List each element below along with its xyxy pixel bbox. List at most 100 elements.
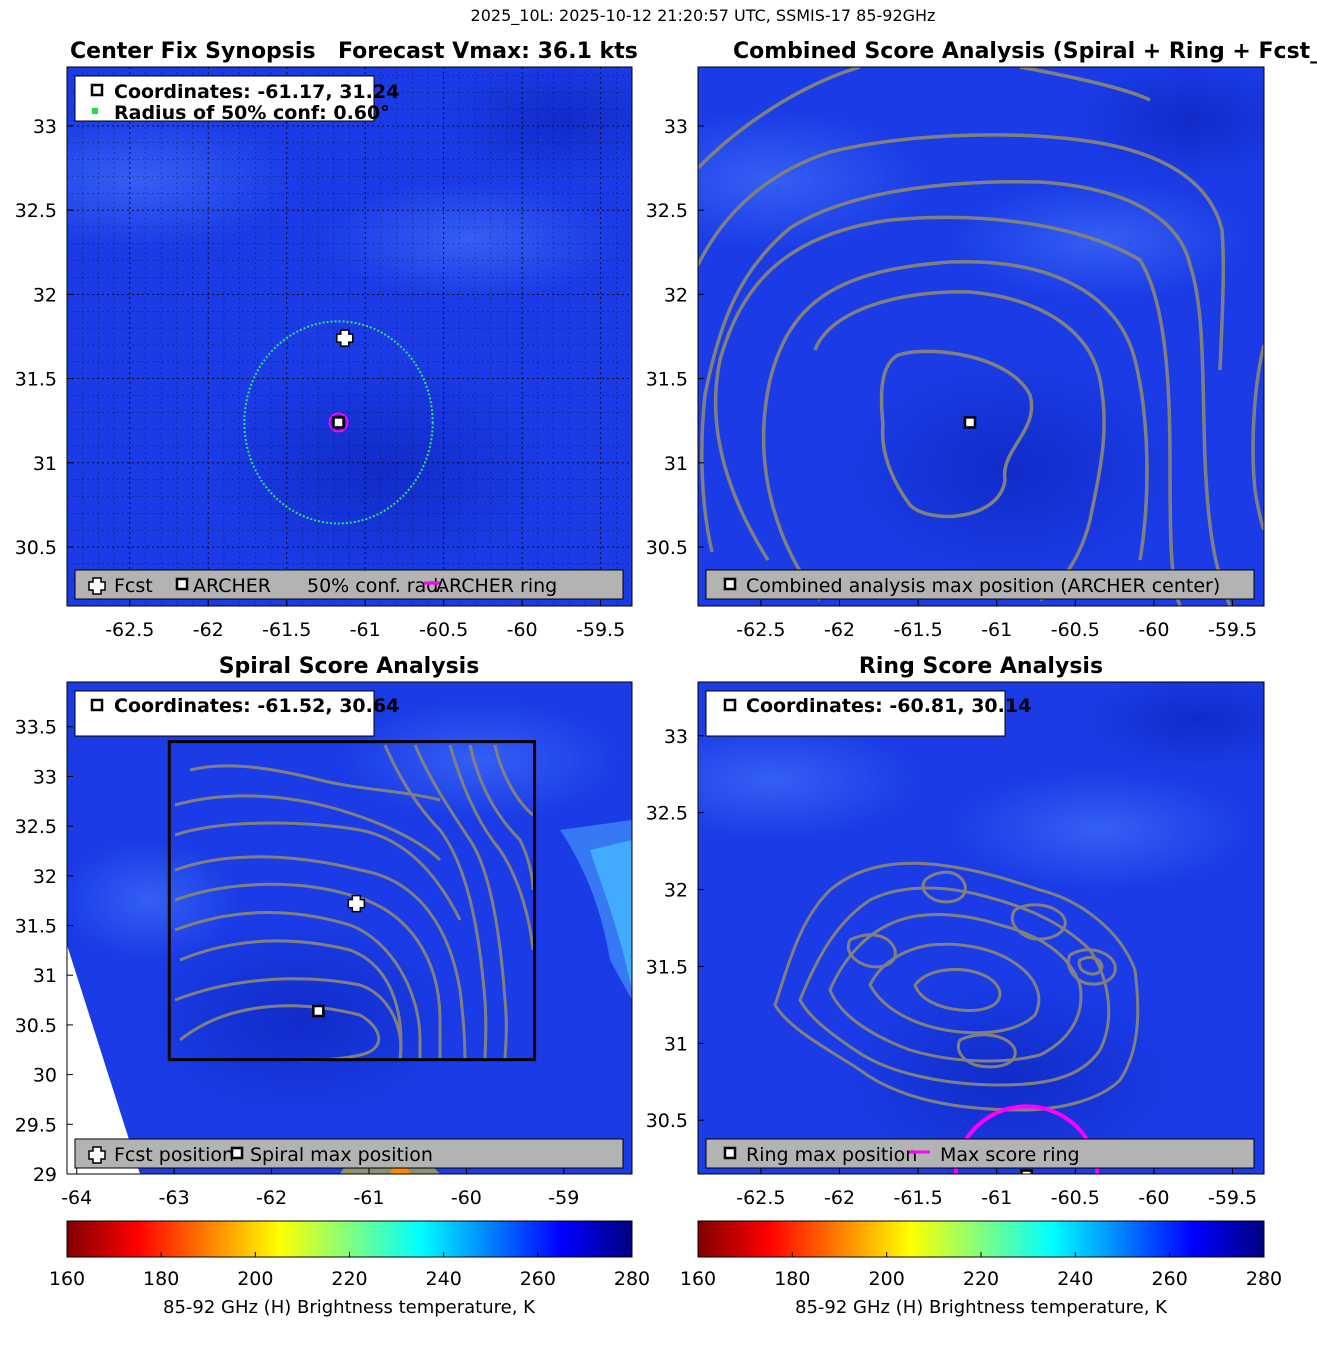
colorbar-left: 160 180 200 220 240 260 280 85-92 GHz (H) Brig…: [49, 1220, 650, 1318]
colorbar-tick-label: 180: [143, 1268, 179, 1290]
panel-0-legend: [74, 569, 624, 600]
panel-0-axes-box: [66, 66, 633, 607]
y-tick-label: 32.5: [646, 803, 688, 825]
y-tick-label: 33.5: [15, 717, 57, 739]
ring-max-info-icon: [723, 698, 737, 712]
no-data-region: [67, 945, 140, 1174]
colorbar-right-ticks: 160 180 200 220 240 260 280: [680, 1252, 1282, 1290]
green-square-icon: [92, 108, 98, 114]
y-tick-label: 31.5: [646, 956, 688, 978]
panel-2-marks: [167, 740, 537, 1062]
panel-spiral-score: Spiral Score Analysis Coordinates: -61.5…: [66, 654, 633, 1175]
x-tick-label: -62.5: [736, 619, 785, 641]
y-tick-label: 31: [664, 1033, 688, 1055]
y-tick-label: 32: [33, 284, 57, 306]
y-tick-label: 33: [664, 726, 688, 748]
panel-1-title: Combined Score Analysis (Spiral + Ring +…: [733, 39, 1317, 64]
archer-center-point: [332, 416, 345, 429]
x-tick-label: -59: [548, 1187, 579, 1209]
ring-max-point: [1020, 1169, 1033, 1174]
y-tick-label: 32.5: [15, 816, 57, 838]
x-tick-label: -63: [159, 1187, 190, 1209]
x-tick-label: -62: [824, 1187, 855, 1209]
colorbar-tick-label: 160: [49, 1268, 85, 1290]
panel-3-title: Ring Score Analysis: [859, 654, 1103, 679]
colorbar-left-label: 85-92 GHz (H) Brightness temperature, K: [163, 1297, 536, 1318]
panel-center-fix-synopsis: Center Fix Synopsis Forecast Vmax: 36.1 …: [66, 39, 638, 607]
x-tick-label: -61: [350, 619, 381, 641]
panel-2-axes-box: [66, 681, 633, 1175]
x-tick-label: -62: [193, 619, 224, 641]
panel-1-axes-box: [697, 66, 1265, 607]
x-tick-label: -61: [353, 1187, 384, 1209]
x-tick-label: -60: [1138, 1187, 1169, 1209]
panel-3-info-line-1: Coordinates: -60.81, 30.14: [746, 695, 1031, 717]
ring-max-legend-icon: [723, 1146, 737, 1160]
colorbar-left-ticks: 160 180 200 220 240 260 280: [49, 1252, 650, 1290]
fcst-position-point: [336, 329, 354, 347]
y-tick-label: 31.5: [646, 369, 688, 391]
x-tick-label: -61.5: [894, 619, 943, 641]
panel-0-legend-fcst: Fcst: [114, 575, 153, 597]
panel-3-legend-ring: Max score ring: [940, 1144, 1080, 1166]
x-tick-label: -59.5: [576, 619, 625, 641]
y-tick-label: 32.5: [646, 200, 688, 222]
colorbar-tick-label: 160: [680, 1268, 716, 1290]
x-tick-label: -62.5: [105, 619, 154, 641]
panel-1-legend-max: Combined analysis max position (ARCHER c…: [746, 575, 1220, 597]
panel-3-legend-max: Ring max position: [746, 1144, 917, 1166]
colorbar-tick-label: 200: [237, 1268, 273, 1290]
x-tick-label: -61: [981, 619, 1012, 641]
archer-marker-icon: [90, 83, 104, 97]
y-tick-label: 32: [664, 880, 688, 902]
y-tick-label: 30.5: [15, 537, 57, 559]
panel-2-legend: [74, 1138, 624, 1169]
panel-2-legend-max: Spiral max position: [250, 1144, 433, 1166]
panel-2-title: Spiral Score Analysis: [219, 654, 480, 679]
panel-1-ticks: -62.5 -62 -61.5 -61 -60.5 -60 -59.5 30.5 31 31.5 3…: [646, 116, 1257, 641]
x-tick-label: -60: [451, 1187, 482, 1209]
spiral-max-point: [312, 1004, 325, 1018]
panel-0-ticks: -62.5 -62 -61.5 -61 -60.5 -60 -59.5 30.5 31 31.5 3…: [15, 116, 626, 641]
panel-0-legend-archer: ARCHER: [193, 575, 271, 597]
panel-0-marks: [243, 320, 434, 525]
y-tick-label: 30.5: [15, 1015, 57, 1037]
x-tick-label: -60.5: [1051, 619, 1100, 641]
x-tick-label: -61.5: [894, 1187, 943, 1209]
x-tick-label: -60.5: [1051, 1187, 1100, 1209]
conf-radius-circle: [243, 320, 434, 525]
archer-legend-icon: [175, 577, 189, 591]
spiral-max-legend-icon: [230, 1146, 244, 1160]
y-tick-label: 31: [33, 453, 57, 475]
y-tick-label: 29.5: [15, 1114, 57, 1136]
colorbar-tick-label: 200: [869, 1268, 905, 1290]
plus-icon: [88, 1146, 106, 1164]
x-tick-label: -64: [61, 1187, 92, 1209]
figure-title: 2025_10L: 2025-10-12 21:20:57 UTC, SSMIS…: [471, 6, 936, 26]
colorbar-tick-label: 180: [774, 1268, 810, 1290]
y-tick-label: 30: [33, 1065, 57, 1087]
colorbar-left-gradient: [66, 1220, 633, 1258]
max-position-legend-icon: [723, 577, 737, 591]
spiral-score-contours: [174, 744, 535, 1062]
colorbar-tick-label: 280: [1246, 1268, 1282, 1290]
x-tick-label: -59.5: [1208, 1187, 1257, 1209]
y-tick-label: 30.5: [646, 1110, 688, 1132]
spiral-max-info-icon: [90, 698, 104, 712]
panel-0-texture: [67, 67, 632, 580]
panel-combined-score: Combined Score Analysis (Spiral + Ring +…: [697, 39, 1317, 607]
colorbar-right: 160 180 200 220 240 260 280 85-92 GHz (H) Brig…: [680, 1220, 1282, 1318]
colorbar-tick-label: 260: [520, 1268, 556, 1290]
analysis-box: [167, 740, 537, 1062]
panel-0-legend-conf: 50% conf. rad.: [307, 575, 444, 597]
y-tick-label: 32: [33, 866, 57, 888]
panel-3-ticks: -62.5 -62 -61.5 -61 -60.5 -60 -59.5 30.5 31 31.5 3…: [646, 726, 1257, 1209]
panel-3-axes-box: [697, 681, 1265, 1175]
panel-2-ticks: -64 -63 -62 -61 -60 -59 29 29.5 30 30.5 31 31.5 32 32…: [15, 717, 580, 1209]
y-tick-label: 30.5: [646, 537, 688, 559]
y-tick-label: 32: [664, 284, 688, 306]
x-tick-label: -60.5: [419, 619, 468, 641]
y-tick-label: 31.5: [15, 369, 57, 391]
y-tick-label: 33: [33, 766, 57, 788]
